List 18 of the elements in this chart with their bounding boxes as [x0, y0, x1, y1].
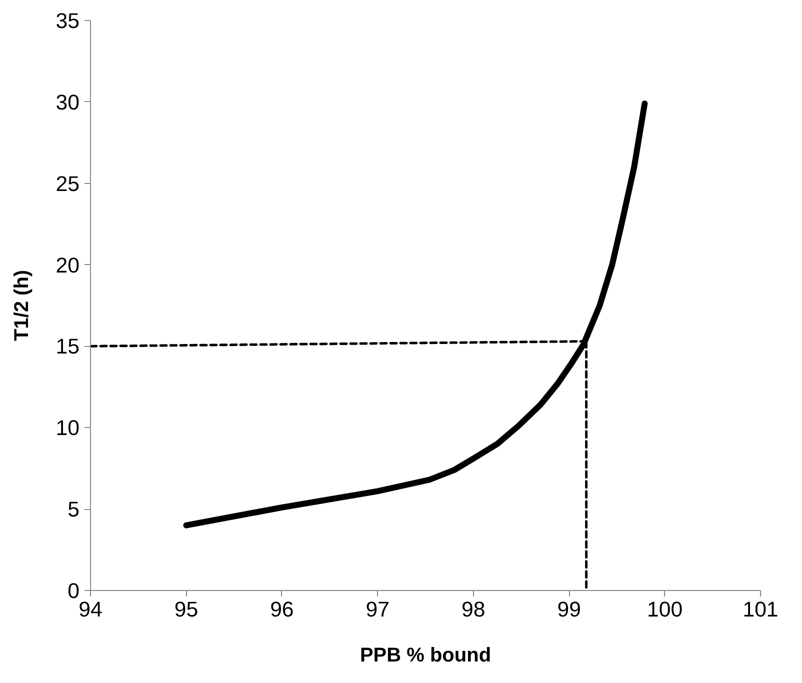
x-tick-label: 96 — [270, 598, 294, 622]
y-tick-label: 35 — [56, 9, 80, 33]
y-tick-label: 0 — [68, 579, 80, 603]
x-tick-label: 98 — [461, 598, 486, 622]
y-tick-label: 15 — [56, 334, 80, 359]
y-tick-label: 10 — [56, 416, 80, 440]
x-tick-label: 94 — [78, 598, 102, 622]
x-tick-label: 100 — [646, 598, 683, 622]
y-tick-label: 20 — [56, 253, 80, 278]
y-axis-title: T1/2 (h) — [10, 270, 33, 342]
x-tick-label: 99 — [557, 598, 581, 622]
y-tick-label: 25 — [56, 172, 80, 196]
x-tick-label: 101 — [742, 598, 778, 622]
y-tick-label: 5 — [68, 498, 80, 522]
x-tick-label: 97 — [366, 598, 390, 622]
x-tick-label: 95 — [174, 598, 198, 622]
x-axis-title: PPB % bound — [360, 644, 492, 666]
y-tick-label: 30 — [56, 90, 80, 114]
